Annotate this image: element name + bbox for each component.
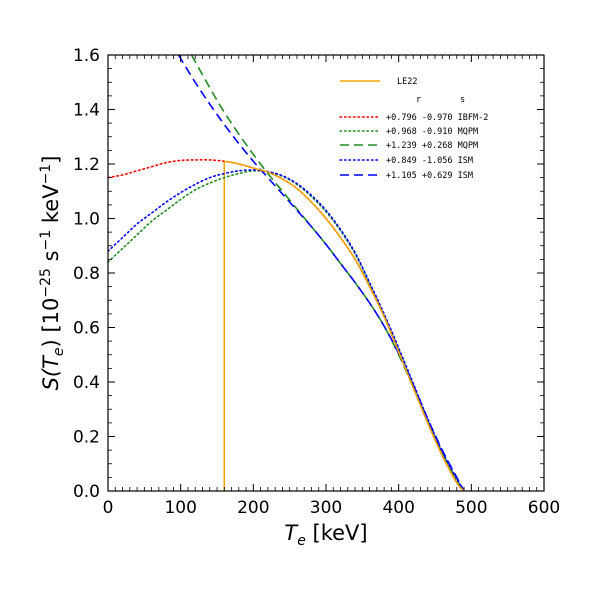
x-tick-label: 500 — [455, 498, 487, 518]
y-tick-label: 1.2 — [73, 155, 100, 175]
legend-header-s: s — [460, 95, 465, 105]
x-axis-title: Te [keV] — [284, 521, 367, 549]
x-tick-label: 0 — [103, 498, 114, 518]
x-tick-label: 300 — [310, 498, 342, 518]
x-axis-unit: [keV] — [313, 521, 368, 545]
x-axis-space — [306, 521, 313, 545]
x-tick-label: 100 — [164, 498, 196, 518]
y-tick-label: 0.2 — [73, 428, 100, 448]
y-axis-title: S(Te) [10−25 s−1 keV−1] — [38, 156, 67, 391]
legend-header-r: r — [416, 95, 421, 105]
x-tick-label: 200 — [237, 498, 269, 518]
y-tick-label: 0.0 — [73, 482, 100, 502]
y-tick-label: 1.6 — [73, 46, 100, 66]
series-line-0 — [224, 160, 465, 491]
legend-label-2: +0.968 -0.910 MQPM — [386, 127, 478, 137]
plot-frame — [107, 54, 545, 492]
y-tick-label: 0.8 — [73, 264, 100, 284]
x-tick-label: 400 — [382, 498, 414, 518]
series-line-2 — [108, 169, 465, 491]
legend-label-3: +1.239 +0.268 MQPM — [386, 141, 478, 151]
legend-label-5: +1.105 +0.629 ISM — [386, 171, 473, 181]
y-tick-label: 0.6 — [73, 319, 100, 339]
y-tick-label: 0.4 — [73, 373, 100, 393]
series-line-4 — [108, 169, 465, 491]
y-tick-label: 1.4 — [73, 101, 100, 121]
y-tick-label: 1.0 — [73, 210, 100, 230]
x-axis-var: T — [284, 521, 299, 545]
x-axis-sub: e — [297, 533, 306, 549]
x-tick-label: 600 — [528, 498, 560, 518]
legend-label-4: +0.849 -1.056 ISM — [386, 156, 473, 166]
series-line-1 — [108, 158, 465, 491]
legend-label-1: +0.796 -0.970 IBFM-2 — [386, 113, 488, 123]
legend-label-0: LE22 — [397, 77, 417, 87]
series-line-5 — [177, 55, 465, 491]
series-curves — [108, 55, 465, 491]
legend: LE22 r s +0.796 -0.970 IBFM-2 +0.968 -0.910 … — [339, 77, 488, 181]
